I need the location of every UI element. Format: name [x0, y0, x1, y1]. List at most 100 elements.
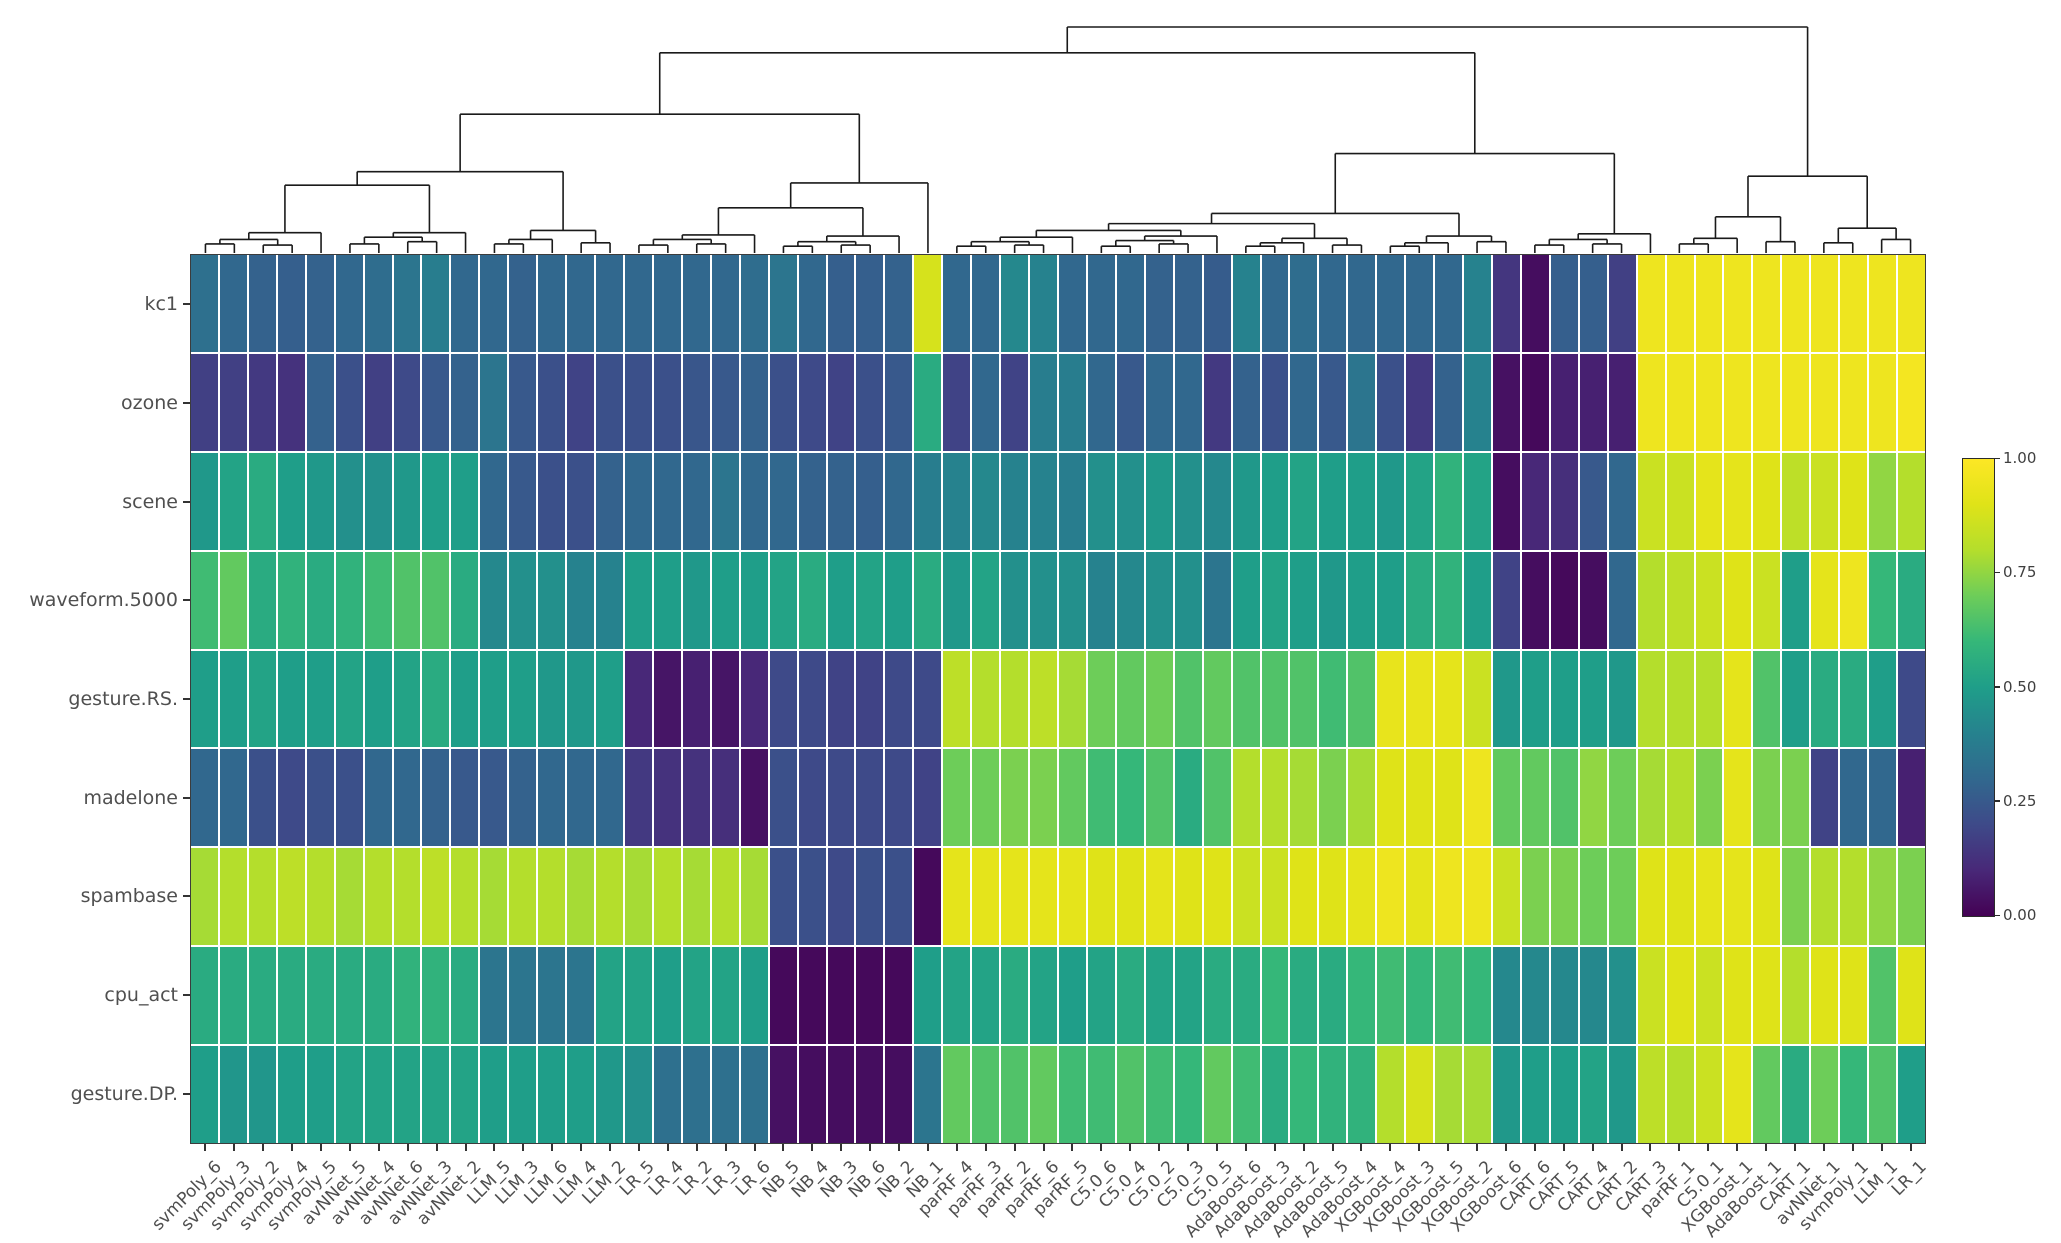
heatmap-cell — [624, 650, 652, 748]
heatmap-cell — [740, 1046, 768, 1143]
heatmap-cell — [1030, 551, 1057, 649]
heatmap-cell — [1840, 947, 1868, 1045]
heatmap-cell — [1898, 255, 1925, 352]
heatmap-cell — [1001, 650, 1029, 748]
x-axis-tick — [637, 1144, 640, 1151]
heatmap-cell — [1521, 749, 1549, 847]
x-axis-tick — [1447, 1144, 1450, 1151]
heatmap-cell — [538, 353, 566, 451]
heatmap-cell — [509, 353, 537, 451]
heatmap-cell — [393, 650, 421, 748]
heatmap-cell — [248, 947, 276, 1045]
heatmap-cell — [769, 848, 797, 946]
heatmap-cell — [1666, 848, 1694, 946]
y-axis-tick — [183, 402, 190, 404]
heatmap-cell — [364, 1046, 392, 1143]
x-axis-tick — [522, 1144, 525, 1151]
heatmap-cell — [653, 650, 681, 748]
heatmap-cell — [248, 848, 276, 946]
x-axis-tick — [1678, 1144, 1681, 1151]
heatmap-cell — [1377, 452, 1405, 550]
heatmap-cell — [1753, 551, 1781, 649]
heatmap-cell — [335, 353, 363, 451]
heatmap-cell — [1782, 452, 1810, 550]
heatmap-cell — [1348, 749, 1376, 847]
heatmap-cell — [1753, 353, 1781, 451]
heatmap-cell — [798, 255, 826, 352]
heatmap-cell — [1290, 353, 1318, 451]
heatmap-cell — [1435, 551, 1463, 649]
heatmap-cell — [335, 551, 363, 649]
heatmap-cell — [1550, 947, 1578, 1045]
x-axis-tick — [377, 1144, 380, 1151]
heatmap-cell — [914, 353, 942, 451]
heatmap-cell — [1406, 947, 1434, 1045]
heatmap-cell — [567, 551, 595, 649]
heatmap-cell — [1087, 353, 1115, 451]
x-axis-tick — [782, 1144, 785, 1151]
heatmap-cell — [943, 749, 971, 847]
heatmap-cell — [1579, 749, 1607, 847]
heatmap-cell — [480, 749, 508, 847]
heatmap-cell — [798, 353, 826, 451]
heatmap-cell — [798, 947, 826, 1045]
heatmap-cell — [1232, 255, 1260, 352]
row-label: spambase — [80, 885, 178, 908]
heatmap-cell — [1608, 551, 1636, 649]
heatmap-cell — [538, 650, 566, 748]
heatmap-cell — [422, 749, 450, 847]
heatmap-cell — [1203, 353, 1231, 451]
heatmap-cell — [1724, 749, 1752, 847]
x-axis-tick — [898, 1144, 901, 1151]
heatmap-cell — [567, 255, 595, 352]
heatmap-cell — [1753, 1046, 1781, 1143]
heatmap-cell — [1406, 848, 1434, 946]
heatmap-cell — [798, 551, 826, 649]
heatmap-cell — [1579, 848, 1607, 946]
x-axis-tick — [1013, 1144, 1016, 1151]
heatmap-cell — [1608, 452, 1636, 550]
heatmap-cell — [914, 848, 942, 946]
heatmap-cell — [624, 255, 652, 352]
heatmap-cell — [769, 1046, 797, 1143]
y-axis-tick — [183, 698, 190, 700]
heatmap-cell — [1840, 551, 1868, 649]
x-axis-tick — [580, 1144, 583, 1151]
x-axis-tick — [1736, 1144, 1739, 1151]
heatmap-cell — [885, 452, 913, 550]
row-label: gesture.RS. — [68, 688, 178, 710]
heatmap-cell — [480, 353, 508, 451]
heatmap-cell — [1030, 452, 1057, 550]
heatmap-cell — [1435, 452, 1463, 550]
heatmap-cell — [1464, 650, 1491, 748]
heatmap-cell — [972, 452, 1000, 550]
heatmap-cell — [1001, 353, 1029, 451]
x-axis-tick — [1129, 1144, 1132, 1151]
heatmap-cell — [538, 749, 566, 847]
heatmap-cell — [393, 1046, 421, 1143]
heatmap-cell — [248, 353, 276, 451]
heatmap-cell — [1174, 452, 1202, 550]
heatmap-cell — [1666, 551, 1694, 649]
row-label: kc1 — [144, 293, 178, 316]
heatmap-cell — [856, 749, 884, 847]
heatmap-cell — [624, 749, 652, 847]
x-axis-tick — [1100, 1144, 1103, 1151]
x-axis-tick — [984, 1144, 987, 1151]
heatmap-cell — [1435, 848, 1463, 946]
heatmap-cell — [914, 551, 942, 649]
heatmap-cell — [1898, 947, 1925, 1045]
heatmap-cell — [1319, 848, 1347, 946]
heatmap-cell — [248, 1046, 276, 1143]
heatmap — [191, 255, 1925, 1143]
heatmap-cell — [596, 947, 623, 1045]
heatmap-cell — [567, 452, 595, 550]
heatmap-cell — [335, 650, 363, 748]
heatmap-cell — [1435, 255, 1463, 352]
y-axis-tick — [183, 599, 190, 602]
heatmap-cell — [1261, 353, 1289, 451]
heatmap-cell — [1521, 255, 1549, 352]
heatmap-cell — [451, 1046, 479, 1143]
heatmap-cell — [335, 452, 363, 550]
heatmap-cell — [1521, 650, 1549, 748]
